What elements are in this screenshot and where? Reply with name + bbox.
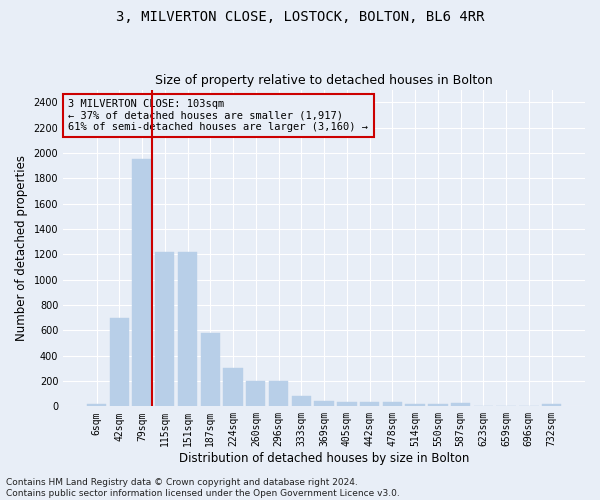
Bar [200, 334, 220, 406]
Bar [110, 318, 129, 406]
Y-axis label: Number of detached properties: Number of detached properties [15, 155, 28, 341]
Bar [87, 404, 106, 406]
Bar [269, 381, 288, 406]
Text: 3, MILVERTON CLOSE, LOSTOCK, BOLTON, BL6 4RR: 3, MILVERTON CLOSE, LOSTOCK, BOLTON, BL6… [116, 10, 484, 24]
Title: Size of property relative to detached houses in Bolton: Size of property relative to detached ho… [155, 74, 493, 87]
Bar [428, 404, 448, 406]
Bar [178, 252, 197, 406]
Bar [292, 396, 311, 406]
Bar [223, 368, 243, 406]
Bar [360, 402, 379, 406]
Bar [337, 402, 356, 406]
Bar [542, 404, 561, 406]
Bar [246, 381, 265, 406]
Text: Contains HM Land Registry data © Crown copyright and database right 2024.
Contai: Contains HM Land Registry data © Crown c… [6, 478, 400, 498]
Bar [133, 159, 152, 406]
Bar [155, 252, 175, 406]
Text: 3 MILVERTON CLOSE: 103sqm
← 37% of detached houses are smaller (1,917)
61% of se: 3 MILVERTON CLOSE: 103sqm ← 37% of detac… [68, 99, 368, 132]
Bar [451, 403, 470, 406]
Bar [314, 400, 334, 406]
Bar [383, 402, 402, 406]
X-axis label: Distribution of detached houses by size in Bolton: Distribution of detached houses by size … [179, 452, 469, 465]
Bar [406, 404, 425, 406]
